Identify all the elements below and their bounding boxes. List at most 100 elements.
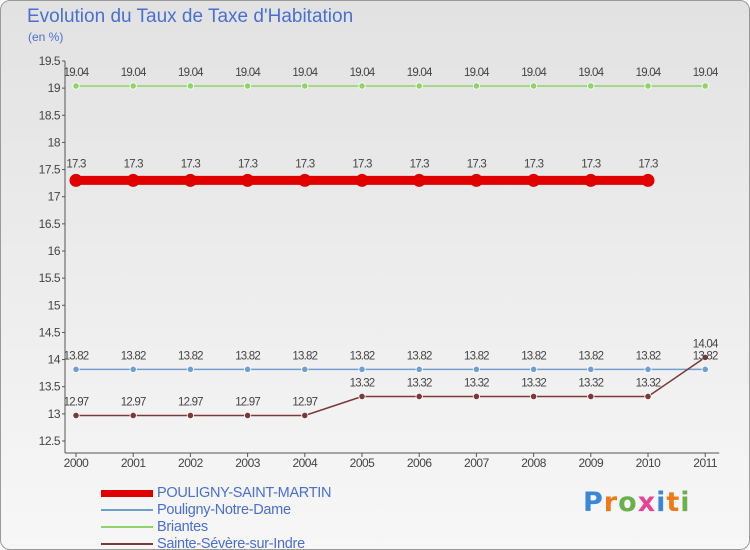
data-point: [412, 173, 426, 187]
data-label: 19.04: [121, 67, 147, 79]
data-point: [701, 353, 709, 361]
data-label: 17.3: [66, 158, 86, 170]
y-tick-label: 13.5: [39, 380, 61, 394]
data-label: 19.04: [693, 67, 719, 79]
data-point: [186, 365, 194, 373]
data-point: [587, 82, 595, 90]
y-tick-label: 18: [48, 135, 61, 149]
y-tick-label: 18.5: [39, 108, 61, 122]
data-point: [244, 365, 252, 373]
data-point: [72, 365, 80, 373]
data-label: 12.97: [235, 396, 260, 408]
x-tick-label: 2006: [407, 456, 433, 470]
logo-letter: i: [656, 487, 667, 518]
data-point: [644, 392, 652, 401]
data-label: 13.82: [464, 350, 489, 362]
y-tick-label: 16: [48, 244, 61, 258]
data-point: [241, 173, 255, 187]
data-label: 19.04: [521, 67, 547, 79]
legend-swatch: [101, 526, 153, 528]
y-tick-label: 19.5: [39, 54, 61, 68]
data-point: [72, 82, 80, 90]
data-label: 17.3: [295, 158, 315, 170]
y-tick-label: 14: [48, 353, 61, 367]
data-label: 17.3: [638, 158, 658, 170]
data-point: [529, 365, 538, 373]
data-point: [415, 392, 423, 401]
data-point: [415, 82, 423, 90]
data-point: [355, 173, 369, 187]
data-label: 19.04: [292, 67, 318, 79]
data-label: 12.97: [64, 396, 89, 408]
data-label: 19.04: [178, 67, 204, 79]
chart-title: Evolution du Taux de Taxe d'Habitation: [27, 6, 354, 27]
data-label: 12.97: [292, 396, 317, 408]
data-label: 17.3: [524, 158, 544, 170]
data-label: 13.32: [407, 377, 432, 389]
data-point: [644, 82, 652, 90]
data-point: [529, 392, 538, 401]
logo-letter: o: [618, 487, 638, 518]
y-tick-label: 19: [48, 81, 61, 95]
data-label: 13.32: [578, 377, 603, 389]
data-point: [301, 411, 309, 420]
data-label: 13.82: [407, 350, 432, 362]
data-point: [701, 365, 709, 373]
data-point: [472, 392, 480, 401]
data-label: 19.04: [407, 67, 433, 79]
data-label: 17.3: [467, 158, 487, 170]
data-label: 14.04: [693, 338, 719, 350]
data-point: [701, 82, 709, 90]
data-label: 12.97: [121, 396, 146, 408]
data-point: [529, 82, 538, 90]
data-label: 13.82: [693, 350, 718, 362]
y-tick-label: 16.5: [39, 217, 61, 231]
data-label: 19.04: [464, 67, 490, 79]
data-point: [183, 173, 197, 187]
y-tick-label: 14.5: [39, 325, 61, 339]
data-point: [358, 392, 366, 401]
data-label: 13.32: [636, 377, 661, 389]
x-tick-label: 2005: [350, 456, 376, 470]
data-label: 19.04: [64, 67, 90, 79]
data-point: [186, 82, 194, 90]
y-tick-label: 15: [48, 298, 61, 312]
data-point: [129, 365, 137, 373]
data-label: 13.82: [64, 350, 89, 362]
data-point: [358, 82, 366, 90]
chart-unit: (en %): [28, 30, 64, 44]
data-label: 17.3: [352, 158, 372, 170]
x-ticks: 2000 2001 2002 2003 2004 2005 2006 2007 2008 2009…: [64, 453, 718, 470]
logo-letter: t: [666, 487, 681, 518]
data-point: [472, 365, 480, 373]
series-layer: [69, 82, 709, 420]
data-point: [129, 82, 137, 90]
data-label: 19.04: [636, 67, 662, 79]
data-point: [587, 365, 595, 373]
data-label: 13.82: [636, 350, 661, 362]
series-line-3: [76, 356, 706, 417]
y-tick-label: 12.5: [39, 434, 61, 448]
data-point: [244, 411, 252, 420]
data-label: 13.82: [578, 350, 603, 362]
x-tick-label: 2002: [178, 456, 204, 470]
x-tick-label: 2007: [464, 456, 490, 470]
data-label: 17.3: [581, 158, 601, 170]
legend-label: Pouligny-Notre-Dame: [157, 502, 291, 518]
data-point: [587, 392, 595, 401]
data-label: 13.32: [464, 377, 489, 389]
data-point: [644, 365, 652, 373]
data-point: [186, 411, 194, 420]
data-label: 17.3: [410, 158, 430, 170]
y-tick-label: 17.5: [39, 163, 61, 177]
data-label: 13.82: [178, 350, 203, 362]
data-point: [298, 173, 312, 187]
x-tick-label: 2001: [121, 456, 147, 470]
data-point: [469, 173, 483, 187]
legend-label: Sainte-Sévère-sur-Indre: [157, 536, 305, 550]
proxiti-logo: Proxiti: [583, 487, 691, 518]
legend-swatch: [101, 509, 153, 511]
data-label: 19.04: [350, 67, 376, 79]
